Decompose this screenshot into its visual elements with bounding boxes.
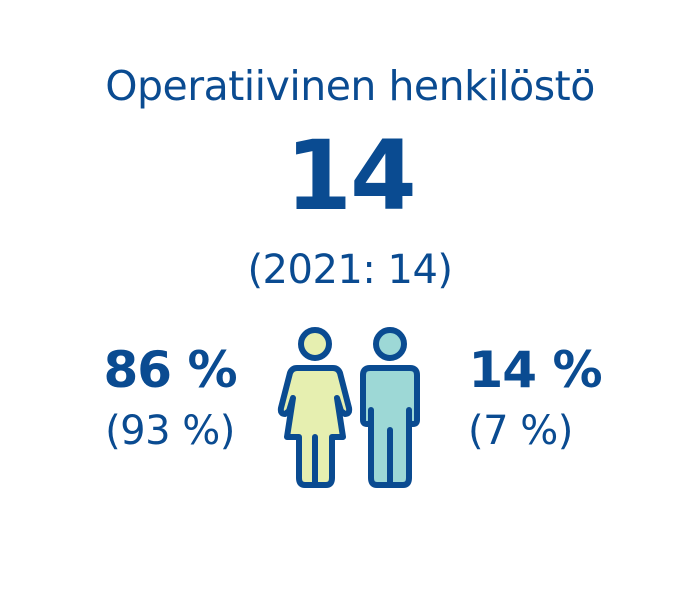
female-previous-percentage: (93 %) [105,408,235,454]
female-stat: 86 % (93 %) [90,345,250,451]
page-title: Operatiivinen henkilöstö [105,62,595,110]
female-percentage: 86 % [103,341,237,399]
male-stat: 14 % (7 %) [450,345,620,451]
female-person-icon [277,327,353,488]
previous-year-count: (2021: 14) [247,247,453,293]
total-count: 14 [285,120,417,232]
male-previous-percentage: (7 %) [468,408,573,454]
male-percentage: 14 % [468,341,602,399]
male-person-icon [360,327,420,488]
gender-figures [270,320,430,495]
